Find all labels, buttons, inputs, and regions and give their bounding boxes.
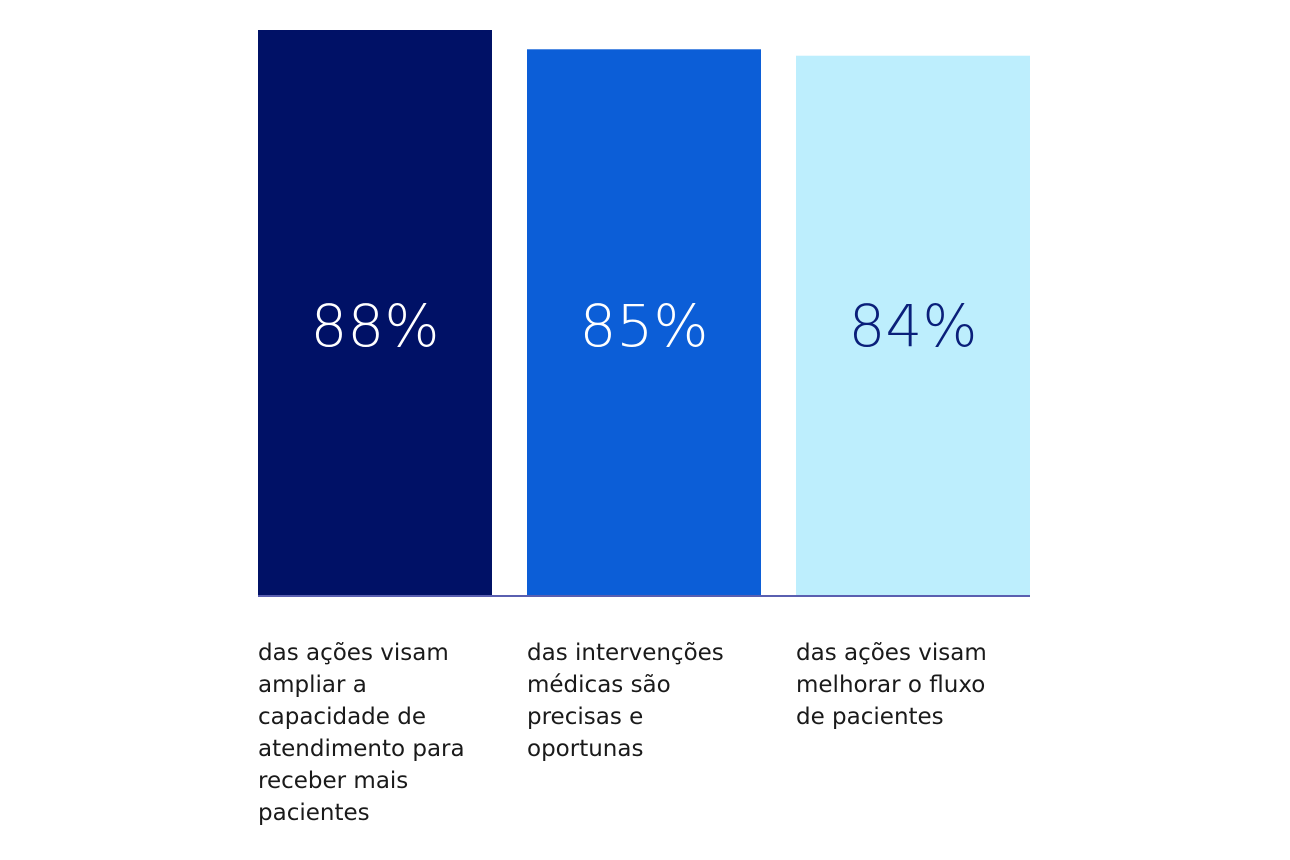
category-label-3: das ações visam melhorar o fluxo de paci… — [796, 640, 987, 730]
bar-3 — [796, 55, 1030, 596]
category-label-2: das intervenções médicas são precisas e … — [527, 640, 724, 762]
bar-1 — [258, 30, 492, 596]
category-label-1: das ações visam ampliar a capacidade de … — [258, 640, 465, 826]
bar-value-label-2: 85% — [580, 292, 709, 360]
bar-2 — [527, 49, 761, 596]
bar-value-label-3: 84% — [849, 292, 978, 360]
bar-value-label-1: 88% — [311, 292, 440, 360]
